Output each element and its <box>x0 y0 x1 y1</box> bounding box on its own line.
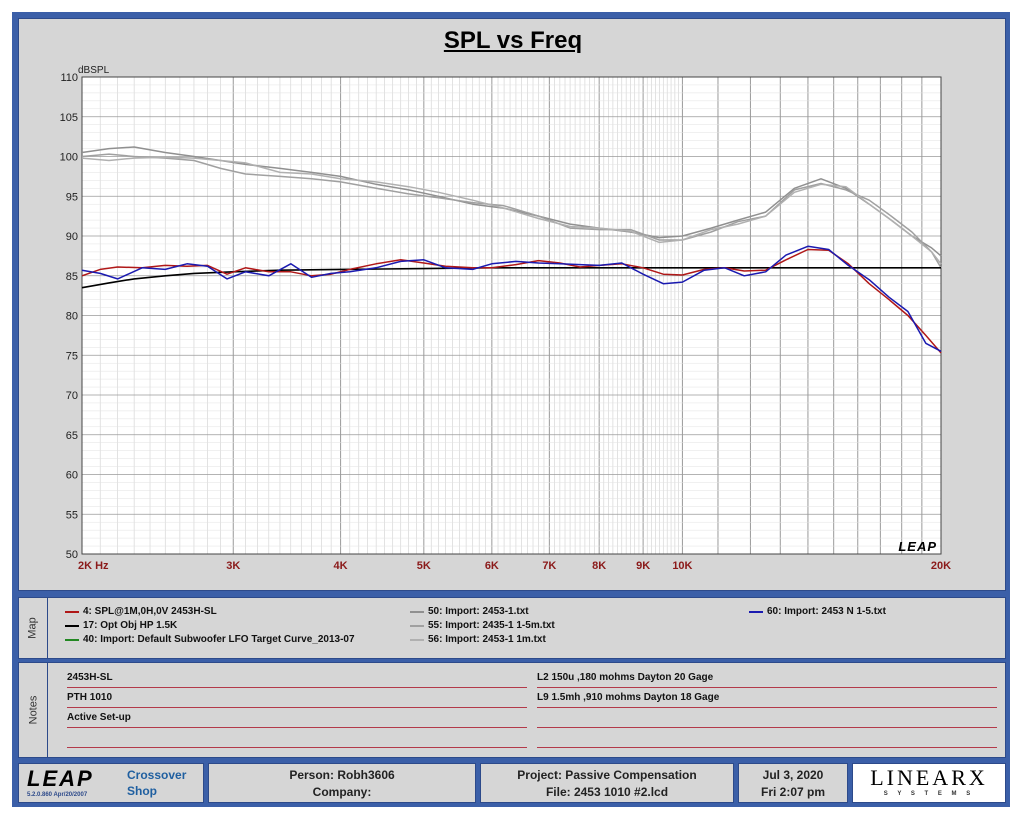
y-tick-label: 110 <box>60 72 78 84</box>
legend-swatch <box>410 624 424 627</box>
legend-swatch <box>65 624 79 627</box>
linearx-subtitle: S Y S T E M S <box>883 791 975 797</box>
project-text: Project: Passive Compensation <box>517 768 697 782</box>
project-box: Project: Passive Compensation File: 2453… <box>480 763 734 803</box>
y-tick-label: 60 <box>66 470 78 482</box>
y-tick-label: 65 <box>66 430 78 442</box>
legend-item: 55: Import: 2435-1 1-5m.txt <box>410 620 555 631</box>
footer-bar: LEAP 5.2.0.860 Apr/20/2007 Crossover Sho… <box>18 763 1006 803</box>
legend-swatch <box>749 610 763 613</box>
note-line[interactable]: L9 1.5mh ,910 mohms Dayton 18 Gage <box>537 691 997 708</box>
chart-title: SPL vs Freq <box>443 27 583 54</box>
x-tick-label: 5K <box>417 560 431 572</box>
person-text: Person: Robh3606 <box>289 768 395 782</box>
version-text: 5.2.0.860 Apr/20/2007 <box>27 792 88 798</box>
x-tick-label: 2K Hz <box>78 560 109 572</box>
note-line[interactable]: Active Set-up <box>67 711 527 728</box>
y-tick-label: 70 <box>66 390 78 402</box>
legend-swatch <box>410 638 424 641</box>
x-tick-label: 4K <box>334 560 348 572</box>
app-name-line1: Crossover <box>127 768 187 782</box>
legend-swatch <box>65 610 79 613</box>
y-tick-label: 95 <box>66 191 78 203</box>
app-name-line2: Shop <box>127 784 157 798</box>
y-tick-label: 75 <box>66 350 78 362</box>
x-tick-label: 8K <box>592 560 606 572</box>
notes-side-label: Notes <box>19 663 48 757</box>
date-box: Jul 3, 2020 Fri 2:07 pm <box>738 763 848 803</box>
legend-item: 4: SPL@1M,0H,0V 2453H-SL <box>65 606 217 617</box>
chart-panel: SPL vs Freq 50 55 60 65 70 75 80 85 90 95 100 105 11… <box>18 18 1006 591</box>
series-line <box>81 156 942 265</box>
y-axis-label: dBSPL <box>78 65 110 76</box>
y-tick-label: 55 <box>66 509 78 521</box>
y-tick-label: 85 <box>66 271 78 283</box>
file-text: File: 2453 1010 #2.lcd <box>545 785 669 799</box>
y-tick-label: 80 <box>66 311 78 323</box>
y-tick-label: 105 <box>60 112 78 124</box>
x-tick-label: 9K <box>636 560 650 572</box>
legend-item: 50: Import: 2453-1.txt <box>410 606 529 617</box>
linearx-logo: LINEARX <box>870 765 988 790</box>
date-text: Jul 3, 2020 <box>762 768 824 782</box>
note-line[interactable] <box>537 731 997 748</box>
leap-logo: LEAP <box>27 766 94 791</box>
x-tick-label: 6K <box>485 560 499 572</box>
y-tick-label: 50 <box>66 549 78 561</box>
person-box: Person: Robh3606 Company: <box>208 763 476 803</box>
note-line[interactable] <box>537 711 997 728</box>
series-line <box>81 245 942 352</box>
app-logo-box: LEAP 5.2.0.860 Apr/20/2007 Crossover Sho… <box>18 763 204 803</box>
map-side-label: Map <box>19 598 48 658</box>
note-line[interactable]: L2 150u ,180 mohms Dayton 20 Gage <box>537 671 997 688</box>
time-text: Fri 2:07 pm <box>760 785 826 799</box>
plot-border <box>81 76 942 555</box>
leap-watermark: LEAP <box>898 539 937 554</box>
y-tick-label: 90 <box>66 231 78 243</box>
legend-item: 40: Import: Default Subwoofer LFO Target… <box>65 634 355 645</box>
x-tick-label: 3K <box>226 560 240 572</box>
linearx-logo-box: LINEARX S Y S T E M S <box>852 763 1006 803</box>
note-line[interactable]: PTH 1010 <box>67 691 527 708</box>
map-panel: Map 4: SPL@1M,0H,0V 2453H-SL 17: Opt Obj… <box>18 597 1006 659</box>
legend-item: 56: Import: 2453-1 1m.txt <box>410 634 546 645</box>
note-line[interactable]: 2453H-SL <box>67 671 527 688</box>
x-tick-label: 20K <box>931 560 951 572</box>
x-tick-label: 10K <box>672 560 692 572</box>
note-line[interactable] <box>67 731 527 748</box>
company-text: Company: <box>312 785 372 799</box>
legend-item: 17: Opt Obj HP 1.5K <box>65 620 177 631</box>
notes-panel: Notes 2453H-SL PTH 1010 Active Set-up L2… <box>18 662 1006 758</box>
legend-swatch <box>65 638 79 641</box>
x-tick-label: 7K <box>542 560 556 572</box>
y-tick-label: 100 <box>60 152 78 164</box>
legend-swatch <box>410 610 424 613</box>
legend-item: 60: Import: 2453 N 1-5.txt <box>749 606 886 617</box>
